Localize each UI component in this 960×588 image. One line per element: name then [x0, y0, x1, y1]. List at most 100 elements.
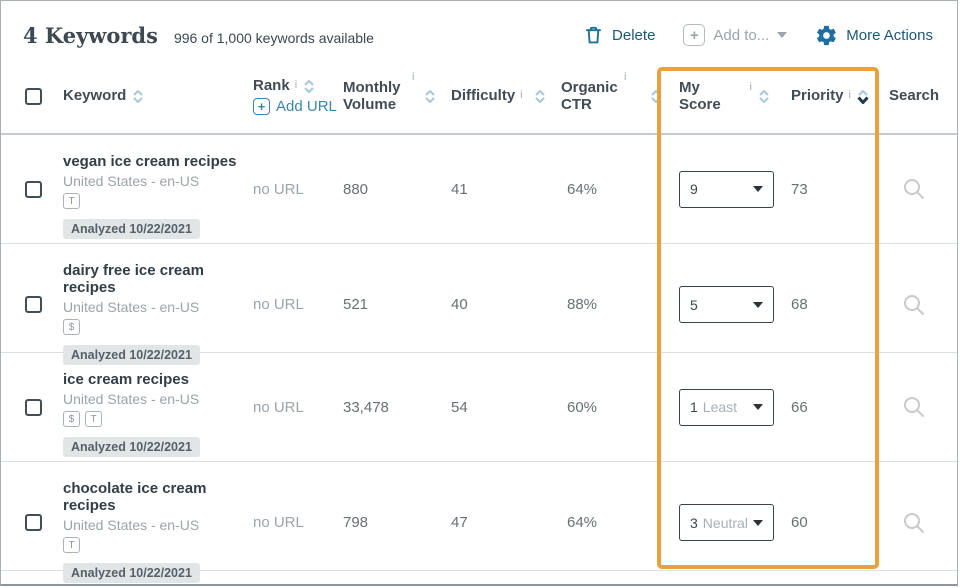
sort-icon[interactable]: [131, 88, 145, 105]
dollar-badge-icon: $: [63, 411, 80, 427]
analyzed-badge: Analyzed 10/22/2021: [63, 437, 200, 457]
table-row: vegan ice cream recipes United States - …: [1, 135, 957, 244]
info-icon[interactable]: i: [520, 89, 523, 102]
keyword-badges: T: [63, 193, 253, 210]
caret-down-icon: [753, 519, 763, 526]
organic-ctr-value: 64%: [567, 514, 598, 531]
column-header-priority[interactable]: Priority i: [779, 87, 875, 104]
select-all-cell: [23, 87, 57, 105]
search-icon: [904, 179, 924, 199]
caret-down-icon: [753, 404, 763, 410]
analyzed-badge: Analyzed 10/22/2021: [63, 563, 200, 583]
analyzed-badge: Analyzed 10/22/2021: [63, 219, 200, 239]
more-actions-button[interactable]: More Actions: [815, 24, 933, 47]
column-header-monthly-volume[interactable]: Monthly Volume i: [343, 71, 443, 114]
priority-value: 68: [791, 296, 808, 313]
my-score-value: 5: [690, 296, 698, 313]
search-keyword-button[interactable]: [875, 353, 957, 461]
keyword-cell: dairy free ice cream recipes United Stat…: [57, 244, 253, 365]
add-to-button-label: Add to...: [713, 26, 770, 44]
search-icon: [904, 512, 924, 533]
search-keyword-button[interactable]: [875, 135, 957, 243]
select-all-checkbox[interactable]: [25, 87, 42, 105]
table-row: chocolate ice cream recipes United State…: [1, 462, 957, 583]
column-header-rank: Rank i + Add URL: [253, 77, 343, 115]
keyword-cell: ice cream recipes United States - en-US …: [57, 353, 253, 461]
my-score-label: Least: [702, 399, 738, 415]
rank-value: no URL: [253, 398, 304, 416]
sort-icon[interactable]: [533, 88, 547, 105]
search-icon: [904, 294, 924, 315]
difficulty-value: 40: [451, 296, 468, 313]
my-score-select[interactable]: 1 Least: [679, 388, 774, 426]
keyword-locale: United States - en-US: [63, 299, 200, 315]
my-score-select[interactable]: 3 Neutral: [679, 504, 774, 541]
organic-ctr-value: 64%: [567, 180, 598, 198]
info-icon[interactable]: i: [412, 70, 415, 83]
priority-value: 73: [791, 180, 808, 198]
row-checkbox[interactable]: [25, 398, 42, 416]
monthly-volume-value: 798: [343, 514, 369, 531]
keyword-badges: T: [63, 537, 253, 554]
difficulty-column-label: Difficulty: [451, 87, 516, 105]
rank-value: no URL: [253, 180, 304, 198]
monthly-volume-value: 880: [343, 180, 369, 198]
column-header-my-score[interactable]: My Score i: [671, 79, 779, 114]
column-header-keyword[interactable]: Keyword: [57, 87, 253, 104]
delete-button[interactable]: Delete: [583, 24, 655, 46]
text-badge-icon: T: [63, 537, 80, 553]
text-badge-icon: T: [63, 193, 80, 209]
sort-icon[interactable]: [423, 88, 437, 105]
search-icon: [904, 397, 924, 417]
rank-value: no URL: [253, 296, 304, 313]
sort-icon[interactable]: [649, 88, 663, 105]
sort-icon[interactable]: [302, 78, 316, 95]
my-score-column-label: My Score: [679, 78, 721, 113]
add-url-button[interactable]: + Add URL: [253, 97, 337, 115]
top-bar: 4 Keywords 996 of 1,000 keywords availab…: [1, 1, 957, 59]
keyword-text[interactable]: ice cream recipes: [63, 371, 189, 388]
my-score-select[interactable]: 9: [679, 170, 774, 208]
row-checkbox[interactable]: [25, 296, 42, 313]
column-header-difficulty[interactable]: Difficulty i: [443, 87, 553, 104]
info-icon[interactable]: i: [848, 89, 851, 102]
info-icon[interactable]: i: [624, 70, 627, 83]
row-checkbox[interactable]: [25, 514, 42, 531]
row-checkbox[interactable]: [25, 180, 42, 198]
search-keyword-button[interactable]: [875, 462, 957, 583]
info-icon[interactable]: i: [294, 79, 298, 92]
search-keyword-button[interactable]: [875, 244, 957, 365]
keyword-text[interactable]: vegan ice cream recipes: [63, 153, 237, 170]
rank-column-label[interactable]: Rank: [253, 77, 290, 95]
caret-down-icon: [753, 186, 763, 192]
plus-icon: +: [683, 24, 706, 46]
my-score-value: 9: [690, 181, 698, 197]
info-icon[interactable]: i: [749, 80, 752, 93]
column-header-search: Search: [875, 87, 957, 104]
more-actions-button-label: More Actions: [846, 26, 933, 44]
add-to-button[interactable]: + Add to...: [683, 24, 788, 46]
difficulty-value: 47: [451, 514, 468, 531]
keyword-cell: vegan ice cream recipes United States - …: [57, 135, 253, 243]
my-score-label: Neutral: [702, 514, 748, 531]
column-header-organic-ctr[interactable]: Organic CTR i: [553, 71, 671, 114]
my-score-select[interactable]: 5: [679, 286, 774, 323]
keyword-text[interactable]: dairy free ice cream recipes: [63, 262, 204, 296]
difficulty-value: 41: [451, 180, 468, 198]
text-badge-icon: T: [85, 411, 102, 427]
monthly-volume-value: 521: [343, 296, 369, 313]
priority-column-label: Priority: [791, 87, 844, 105]
plus-icon: +: [253, 97, 270, 115]
sort-icon-active-desc[interactable]: [856, 88, 870, 105]
trash-icon: [583, 24, 604, 46]
difficulty-value: 54: [451, 398, 468, 416]
table-row: ice cream recipes United States - en-US …: [1, 353, 957, 462]
gear-icon: [815, 24, 838, 47]
table-row: dairy free ice cream recipes United Stat…: [1, 244, 957, 365]
keyword-text[interactable]: chocolate ice cream recipes: [63, 480, 207, 514]
title-group: 4 Keywords 996 of 1,000 keywords availab…: [23, 23, 374, 48]
search-column-label: Search: [889, 87, 940, 105]
organic-ctr-value: 88%: [567, 296, 598, 313]
sort-icon[interactable]: [757, 88, 771, 105]
